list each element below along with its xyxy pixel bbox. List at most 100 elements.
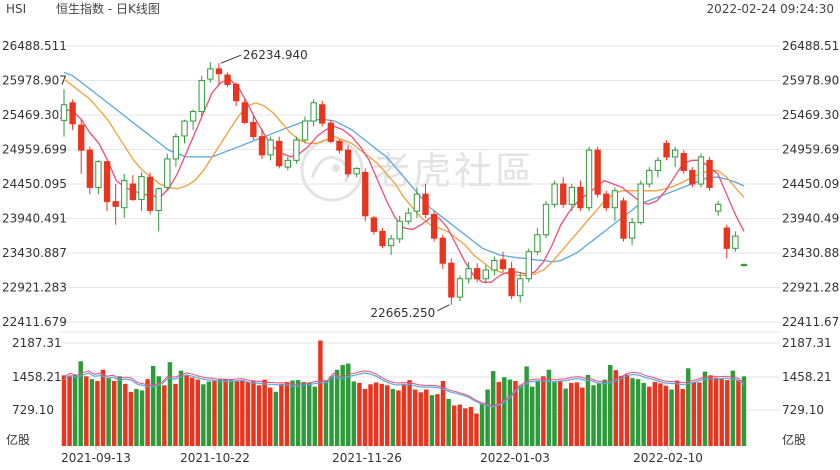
candle xyxy=(284,156,291,171)
volume-bars xyxy=(61,340,747,446)
candle xyxy=(250,116,257,141)
volume-bar-up xyxy=(585,374,591,446)
candle xyxy=(396,215,403,243)
price-tick-left: 23940.491 xyxy=(2,212,67,226)
candle xyxy=(112,184,119,225)
candle-body-up xyxy=(293,139,300,161)
volume-bar-down xyxy=(658,383,663,446)
volume-axis-left: 2187.31 1458.21 729.10 亿股 xyxy=(6,336,62,447)
candle-body-up xyxy=(405,212,412,222)
volume-bar-down xyxy=(145,379,150,446)
volume-bar-up xyxy=(535,381,540,446)
volume-bar-up xyxy=(390,389,396,446)
candle xyxy=(482,265,489,284)
volume-bar-down xyxy=(401,383,407,446)
volume-bar-up xyxy=(518,384,524,446)
volume-bar-down xyxy=(619,375,624,446)
annotation-high-label: 26234.940 xyxy=(243,48,308,62)
candle xyxy=(189,109,197,130)
candle xyxy=(78,119,85,174)
candle-body-up xyxy=(715,203,722,212)
candle xyxy=(207,62,214,83)
volume-bar-down xyxy=(84,376,89,446)
candle-body-down xyxy=(112,201,119,207)
volume-bar-up xyxy=(552,381,557,446)
volume-bar-down xyxy=(223,379,228,446)
ma10-line xyxy=(63,78,745,277)
volume-bar-up xyxy=(206,381,212,446)
volume-bar-up xyxy=(117,376,122,446)
candle xyxy=(671,146,679,168)
volume-bar-down xyxy=(496,381,501,446)
candle-body-down xyxy=(241,102,248,123)
volume-bar-up xyxy=(167,362,173,446)
candle xyxy=(715,200,722,216)
volume-bar-down xyxy=(557,381,563,446)
candle-body-up xyxy=(646,169,653,185)
volume-bar-down xyxy=(128,391,134,446)
volume-bar-up xyxy=(524,366,529,446)
volume-bar-up xyxy=(72,374,78,446)
candle xyxy=(198,75,205,117)
volume-bar-down xyxy=(318,340,323,446)
volume-bar-up xyxy=(301,381,306,446)
candle-body-down xyxy=(103,161,111,203)
candle-body-up xyxy=(301,120,309,141)
candle xyxy=(215,63,223,86)
candle-body-down xyxy=(232,83,240,102)
volume-bar-down xyxy=(407,380,412,446)
price-tick-right: 22411.679 xyxy=(782,315,840,329)
volume-bar-up xyxy=(546,369,552,446)
candle xyxy=(379,228,386,249)
candle xyxy=(327,119,335,144)
candle-body-down xyxy=(723,227,730,249)
volume-bar-up xyxy=(312,386,318,446)
volume-bar-up xyxy=(702,371,708,446)
volume-bar-up xyxy=(669,389,674,446)
candlesticks xyxy=(60,62,748,305)
volume-axis-right: 2187.31 1458.21 729.10 亿股 xyxy=(782,336,832,447)
candle-body-down xyxy=(250,121,257,138)
candle-body-up xyxy=(517,278,524,297)
candle xyxy=(86,146,93,195)
date-tick-label: 2021-10-22 xyxy=(180,451,250,465)
candle-body-down xyxy=(680,153,687,171)
candle-body-down xyxy=(146,176,154,211)
volume-bar-up xyxy=(641,382,646,446)
candle xyxy=(95,160,102,195)
date-tick-label: 2021-11-26 xyxy=(332,451,402,465)
price-axis-right: 26488.511 25978.907 25469.303 24959.699 2445… xyxy=(782,39,840,329)
volume-bar-up xyxy=(686,368,691,446)
candle-body-up xyxy=(396,220,403,240)
candle xyxy=(637,180,644,225)
candle xyxy=(301,116,309,144)
volume-bar-up xyxy=(608,365,613,446)
candle xyxy=(534,228,541,256)
candle xyxy=(491,256,498,276)
annotation-leader xyxy=(220,54,242,64)
ma5-line xyxy=(63,78,745,283)
chart-symbol: HSI xyxy=(6,2,26,16)
candle xyxy=(654,156,662,178)
date-axis: 2021-09-13 2021-10-22 2021-11-26 2022-01-03… xyxy=(61,446,703,465)
volume-bar-down xyxy=(234,381,240,446)
volume-bar-down xyxy=(468,406,474,446)
volume-bar-down xyxy=(162,385,167,446)
volume-tick-right: 2187.31 xyxy=(782,336,832,350)
volume-bar-down xyxy=(412,389,418,446)
candle xyxy=(551,180,558,208)
candle xyxy=(293,136,300,164)
volume-bar-down xyxy=(624,374,630,446)
candle xyxy=(680,150,687,174)
price-tick-left: 23430.887 xyxy=(2,246,67,260)
volume-bar-up xyxy=(635,379,641,446)
candle-body-up xyxy=(138,176,145,201)
volume-bar-down xyxy=(111,381,117,446)
volume-bar-up xyxy=(485,389,490,446)
volume-bar-up xyxy=(217,379,223,446)
candle-body-up xyxy=(310,102,317,122)
candle xyxy=(585,146,593,212)
candle-body-up xyxy=(207,68,214,80)
candle-body-down xyxy=(594,149,601,195)
